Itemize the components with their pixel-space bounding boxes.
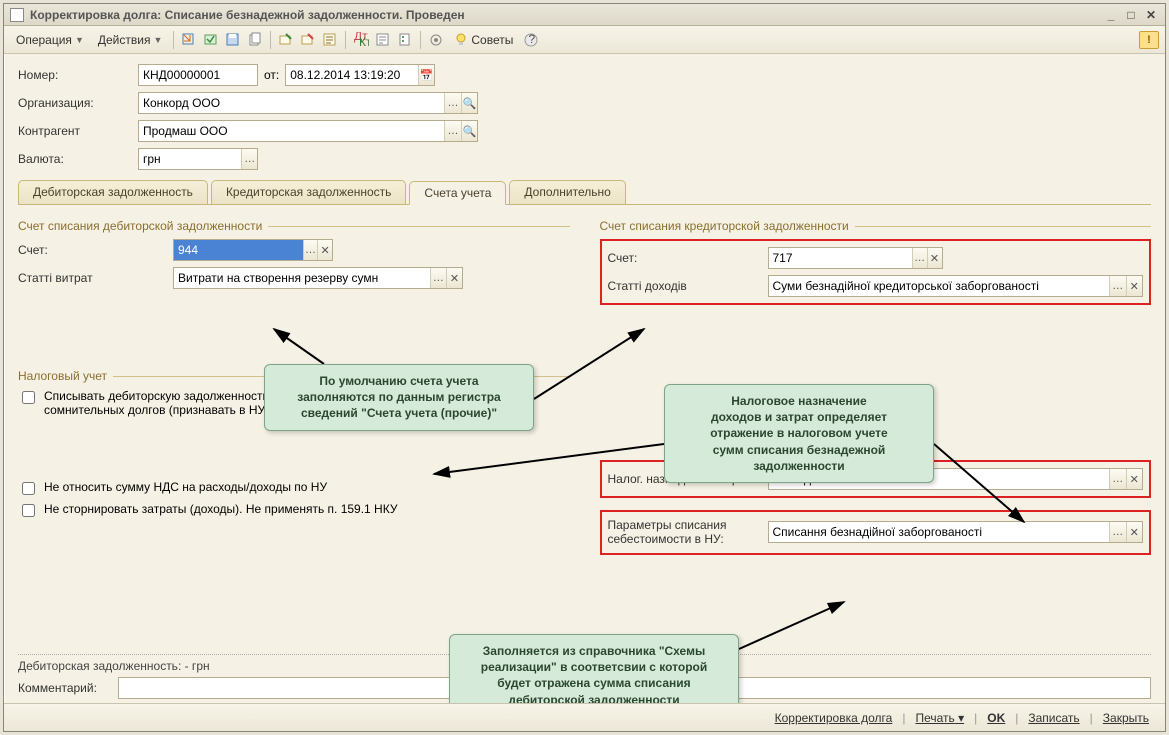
ellipsis-icon[interactable]: … bbox=[303, 240, 318, 260]
doc-link[interactable]: Корректировка долга bbox=[769, 709, 899, 727]
maximize-button[interactable]: □ bbox=[1123, 8, 1139, 22]
help-icon[interactable]: ? bbox=[521, 30, 541, 50]
icon-report[interactable] bbox=[373, 30, 393, 50]
chk-nds-box[interactable] bbox=[22, 482, 35, 495]
debit-group-title: Счет списания дебиторской задолженности bbox=[18, 219, 570, 233]
contr-field[interactable]: …🔍 bbox=[138, 120, 478, 142]
cost-params-field[interactable]: …✕ bbox=[768, 521, 1144, 543]
icon-basis[interactable] bbox=[320, 30, 340, 50]
operation-menu[interactable]: Операция▼ bbox=[10, 31, 90, 49]
icon-dt-kt[interactable]: ДтКт bbox=[351, 30, 371, 50]
ellipsis-icon[interactable]: … bbox=[1109, 276, 1125, 296]
income-items-field[interactable]: …✕ bbox=[768, 275, 1144, 297]
search-icon[interactable]: 🔍 bbox=[461, 93, 477, 113]
callout-schemes: Заполняется из справочника "Схемыреализа… bbox=[449, 634, 739, 703]
icon-post[interactable] bbox=[276, 30, 296, 50]
chk-nds-label: Не относить сумму НДС на расходы/доходы … bbox=[44, 480, 327, 494]
comment-label: Комментарий: bbox=[18, 681, 118, 695]
tab-debit[interactable]: Дебиторская задолженность bbox=[18, 180, 208, 204]
cost-params-box: Параметры списаниясебестоимости в НУ: …✕ bbox=[600, 510, 1152, 555]
close-button[interactable]: ✕ bbox=[1143, 8, 1159, 22]
clear-icon[interactable]: ✕ bbox=[317, 240, 332, 260]
actions-menu[interactable]: Действия▼ bbox=[92, 31, 169, 49]
org-field[interactable]: …🔍 bbox=[138, 92, 478, 114]
calendar-icon[interactable]: 📅 bbox=[418, 65, 434, 85]
currency-field[interactable]: … bbox=[138, 148, 258, 170]
credit-column: Счет списания кредиторской задолженности… bbox=[600, 205, 1152, 555]
account-label: Счет: bbox=[18, 243, 173, 257]
icon-structure[interactable] bbox=[395, 30, 415, 50]
number-field[interactable] bbox=[138, 64, 258, 86]
contr-label: Контрагент bbox=[18, 124, 138, 138]
account-label: Счет: bbox=[608, 251, 768, 265]
currency-label: Валюта: bbox=[18, 152, 138, 166]
number-label: Номер: bbox=[18, 68, 138, 82]
ellipsis-icon[interactable]: … bbox=[912, 248, 927, 268]
chk-reserve-box[interactable] bbox=[22, 391, 35, 404]
ellipsis-icon[interactable]: … bbox=[444, 121, 460, 141]
credit-account-field[interactable]: …✕ bbox=[768, 247, 943, 269]
chk-reserve-label2: сомнительных долгов (признавать в НУ) bbox=[44, 403, 269, 417]
toolbar: Операция▼ Действия▼ ДтКт Советы ? ! bbox=[4, 26, 1165, 54]
credit-account-box: Счет: …✕ Статті доходів …✕ bbox=[600, 239, 1152, 305]
clear-icon[interactable]: ✕ bbox=[446, 268, 462, 288]
svg-text:Кт: Кт bbox=[359, 35, 369, 48]
icon-unpost[interactable] bbox=[298, 30, 318, 50]
clear-icon[interactable]: ✕ bbox=[1126, 522, 1142, 542]
ellipsis-icon[interactable]: … bbox=[444, 93, 460, 113]
from-label: от: bbox=[264, 68, 279, 82]
icon-settings[interactable] bbox=[426, 30, 446, 50]
cost-params-label: Параметры списаниясебестоимости в НУ: bbox=[608, 518, 768, 547]
document-icon bbox=[10, 8, 24, 22]
clear-icon[interactable]: ✕ bbox=[927, 248, 942, 268]
bottom-bar: Корректировка долга | Печать ▾ | OK | За… bbox=[4, 703, 1165, 731]
cost-items-label: Статті витрат bbox=[18, 271, 173, 285]
chk-storn[interactable]: Не сторнировать затраты (доходы). Не при… bbox=[18, 502, 570, 520]
credit-group-title: Счет списания кредиторской задолженности bbox=[600, 219, 1152, 233]
tabs: Дебиторская задолженность Кредиторская з… bbox=[18, 180, 1151, 205]
icon-save[interactable] bbox=[223, 30, 243, 50]
window: Корректировка долга: Списание безнадежно… bbox=[3, 3, 1166, 732]
minimize-button[interactable]: _ bbox=[1103, 8, 1119, 22]
ellipsis-icon[interactable]: … bbox=[241, 149, 257, 169]
debit-sum: Дебиторская задолженность: - грн bbox=[18, 659, 210, 673]
icon-refresh[interactable] bbox=[201, 30, 221, 50]
chk-storn-box[interactable] bbox=[22, 504, 35, 517]
cost-items-field[interactable]: …✕ bbox=[173, 267, 463, 289]
callout-tax: Налоговое назначениедоходов и затрат опр… bbox=[664, 384, 934, 483]
close-button[interactable]: Закрыть bbox=[1097, 709, 1155, 727]
save-button[interactable]: Записать bbox=[1022, 709, 1085, 727]
ok-button[interactable]: OK bbox=[981, 709, 1011, 727]
svg-text:?: ? bbox=[529, 32, 536, 46]
icon-select[interactable] bbox=[179, 30, 199, 50]
content-area: Номер: от: 📅 Организация: …🔍 Контрагент … bbox=[4, 54, 1165, 703]
ellipsis-icon[interactable]: … bbox=[1109, 469, 1125, 489]
debit-account-field[interactable]: …✕ bbox=[173, 239, 333, 261]
income-items-label: Статті доходів bbox=[608, 279, 768, 293]
hint-icon[interactable]: ! bbox=[1139, 31, 1159, 49]
icon-copy[interactable] bbox=[245, 30, 265, 50]
tab-accounts[interactable]: Счета учета bbox=[409, 181, 506, 205]
ellipsis-icon[interactable]: … bbox=[430, 268, 446, 288]
search-icon[interactable]: 🔍 bbox=[461, 121, 477, 141]
ellipsis-icon[interactable]: … bbox=[1109, 522, 1125, 542]
chk-storn-label: Не сторнировать затраты (доходы). Не при… bbox=[44, 502, 397, 516]
clear-icon[interactable]: ✕ bbox=[1126, 469, 1142, 489]
titlebar: Корректировка долга: Списание безнадежно… bbox=[4, 4, 1165, 26]
advice-button[interactable]: Советы bbox=[448, 31, 519, 49]
tab-credit[interactable]: Кредиторская задолженность bbox=[211, 180, 406, 204]
print-button[interactable]: Печать ▾ bbox=[909, 709, 970, 727]
date-field[interactable]: 📅 bbox=[285, 64, 435, 86]
window-title: Корректировка долга: Списание безнадежно… bbox=[30, 8, 1103, 22]
clear-icon[interactable]: ✕ bbox=[1126, 276, 1142, 296]
tab-additional[interactable]: Дополнительно bbox=[509, 180, 625, 204]
chk-nds[interactable]: Не относить сумму НДС на расходы/доходы … bbox=[18, 480, 570, 498]
org-label: Организация: bbox=[18, 96, 138, 110]
callout-accounts: По умолчанию счета учетазаполняются по д… bbox=[264, 364, 534, 431]
